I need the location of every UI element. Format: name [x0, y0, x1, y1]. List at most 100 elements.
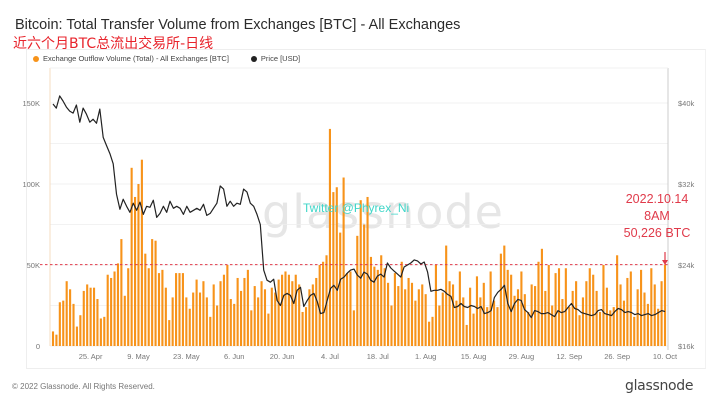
outflow-bar [284, 271, 287, 346]
chart-title: Bitcoin: Total Transfer Volume from Exch… [15, 17, 461, 33]
outflow-bar [58, 302, 61, 346]
y-axis-right: $16k $24k $32k $40k [678, 99, 695, 351]
outflow-bar [393, 273, 396, 346]
annotation-date: 2022.10.14 [625, 192, 689, 206]
legend-item-outflow[interactable]: Exchange Outflow Volume (Total) - All Ex… [33, 54, 229, 63]
outflow-bar [263, 289, 267, 346]
outflow-bar [469, 287, 472, 346]
outflow-bar [417, 289, 420, 346]
outflow-bar [547, 265, 550, 346]
outflow-bar [557, 268, 561, 346]
legend-label-price: Price [USD] [260, 54, 301, 63]
chart-subtitle-annotation: 近六个月BTC总流出交易所-日线 [13, 36, 214, 52]
outflow-bar [445, 245, 448, 346]
y-tick-left: 150K [22, 99, 40, 108]
outflow-bar [622, 300, 626, 346]
outflow-bar [281, 274, 284, 346]
outflow-bar [592, 274, 595, 346]
outflow-bar [287, 274, 290, 346]
outflow-bar [551, 305, 554, 346]
outflow-bar [513, 295, 516, 346]
outflow-bar [277, 279, 280, 346]
chart-legend: Exchange Outflow Volume (Total) - All Ex… [33, 54, 300, 63]
outflow-bar [657, 308, 660, 346]
outflow-bar [629, 271, 632, 346]
copyright-footer: © 2022 Glassnode. All Rights Reserved. [12, 382, 155, 391]
outflow-bar [616, 255, 619, 346]
y-tick-right: $32k [678, 180, 695, 189]
outflow-bar [301, 311, 304, 346]
outflow-bar [458, 271, 461, 346]
legend-dot-price-icon [250, 55, 257, 62]
outflow-bar [530, 284, 533, 346]
x-tick: 20. Jun [270, 352, 295, 361]
outflow-bar [520, 271, 523, 346]
outflow-bar [400, 261, 403, 346]
outflow-bar [202, 281, 205, 346]
outflow-bar [195, 279, 198, 346]
outflow-bar [349, 271, 352, 346]
outflow-bar [127, 268, 130, 346]
outflow-bar [363, 224, 366, 346]
outflow-bar [369, 256, 373, 346]
outflow-bar [407, 277, 410, 346]
outflow-bar [643, 292, 646, 346]
outflow-bar [89, 287, 92, 346]
outflow-bar [441, 292, 444, 346]
outflow-bar [246, 269, 249, 346]
outflow-bar [455, 300, 458, 346]
outflow-bar [571, 290, 574, 346]
outflow-bar [561, 299, 564, 346]
outflow-bar [233, 303, 236, 346]
outflow-bar [335, 187, 338, 346]
outflow-bar [147, 268, 150, 346]
outflow-bar [479, 297, 482, 346]
outflow-bar [260, 281, 263, 346]
outflow-bar [130, 167, 133, 346]
x-tick: 18. Jul [367, 352, 389, 361]
price-line [52, 95, 666, 319]
outflow-bar [188, 308, 191, 346]
outflow-bar [345, 273, 349, 346]
outflow-bar [168, 320, 171, 346]
outflow-bar [534, 286, 537, 346]
outflow-bar [646, 303, 649, 346]
outflow-bar [462, 297, 465, 346]
x-tick: 26. Sep [604, 352, 630, 361]
outflow-bar [185, 297, 188, 346]
legend-item-price[interactable]: Price [USD] [250, 54, 301, 63]
x-tick: 4. Jul [321, 352, 339, 361]
outflow-bar [243, 277, 246, 346]
y-tick-left: 50K [27, 261, 40, 270]
outflow-bar [602, 265, 605, 346]
outflow-bar [55, 334, 58, 346]
outflow-bar [154, 240, 157, 346]
outflow-bar [414, 300, 417, 346]
outflow-bar [383, 268, 386, 346]
x-tick: 1. Aug [415, 352, 436, 361]
outflow-bar [72, 303, 75, 346]
annotation-callout: 2022.10.14 8AM 50,226 BTC [612, 191, 702, 242]
annotation-arrow-head-icon [662, 260, 668, 265]
x-tick: 25. Apr [79, 352, 103, 361]
outflow-bar [236, 277, 239, 346]
outflow-bar [92, 287, 96, 346]
outflow-bar [489, 271, 492, 346]
y-axis-left: 0 50K 100K 150K [22, 99, 40, 351]
outflow-bar [568, 307, 571, 346]
outflow-bar [540, 248, 543, 346]
outflow-bar [151, 239, 154, 346]
outflow-bar [376, 269, 379, 346]
outflow-bar [175, 273, 178, 346]
outflow-bar [274, 292, 277, 346]
outflow-bar [113, 271, 116, 346]
outflow-bar [410, 282, 414, 346]
x-axis: 25. Apr 9. May 23. May 6. Jun 20. Jun 4. Jul 1… [79, 352, 678, 361]
glassnode-logo: glassnode [625, 378, 694, 394]
outflow-bar [475, 276, 479, 346]
outflow-bar [598, 311, 602, 346]
outflow-bar [612, 307, 615, 346]
glassnode-watermark: glassnode [262, 185, 504, 239]
outflow-bar [322, 261, 325, 346]
outflow-bar [257, 297, 260, 346]
